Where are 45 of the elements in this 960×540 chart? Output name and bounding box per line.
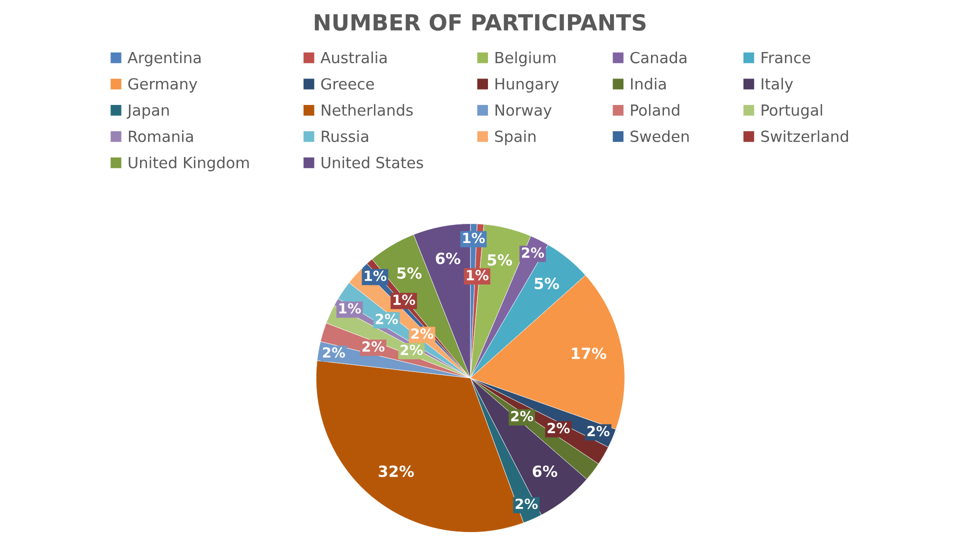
legend-label: Russia	[322, 130, 368, 142]
data-label: 2%	[516, 498, 538, 510]
data-label: 1%	[394, 294, 416, 306]
legend-label: United Kingdom	[128, 156, 249, 172]
legend-label: Hungary	[496, 78, 559, 93]
legend-label: Japan	[126, 104, 169, 119]
data-label: 2%	[511, 410, 534, 422]
legend-label: Argentina	[128, 52, 201, 66]
data-label: 2%	[548, 422, 570, 434]
legend-label: India	[631, 78, 666, 90]
legend-label: Canada	[630, 52, 686, 64]
legend-label: Sweden	[630, 130, 689, 142]
legend-label: United States	[322, 156, 424, 168]
legend-label: France	[762, 52, 810, 64]
data-label: 1%	[463, 232, 485, 244]
data-label: 2%	[376, 314, 398, 324]
data-label: 17%	[572, 348, 606, 360]
data-label: 2%	[411, 328, 434, 339]
data-label: 32%	[378, 466, 414, 478]
data-label: 2%	[522, 247, 544, 258]
legend-label: Portugal	[762, 104, 822, 119]
data-label: 2%	[400, 344, 423, 356]
data-label: 5%	[397, 267, 422, 279]
data-label: 5%	[488, 254, 512, 266]
data-label: 1%	[364, 270, 386, 282]
legend-label: Spain	[495, 130, 536, 146]
legend-label: Romania	[128, 130, 193, 142]
legend-label: Italy	[762, 78, 793, 93]
data-label: 1%	[466, 270, 488, 280]
legend-label: Germany	[128, 78, 198, 93]
data-label: 2%	[587, 426, 610, 436]
data-label: 2%	[322, 347, 346, 358]
legend-label: Greece	[321, 78, 374, 90]
data-label: 2%	[362, 341, 385, 352]
legend-label: Belgium	[496, 52, 556, 66]
legend-label: Switzerland	[761, 130, 848, 142]
data-label: 5%	[534, 278, 560, 290]
data-label: 6%	[532, 466, 558, 478]
chart-title: NUMBER OF PARTICIPANTS	[314, 14, 646, 31]
legend-label: Australia	[320, 52, 387, 64]
data-label: 1%	[339, 303, 361, 314]
legend-label: Netherlands	[322, 104, 413, 116]
legend-label: Poland	[631, 104, 680, 116]
data-label: 6%	[436, 252, 460, 264]
legend-label: Norway	[496, 104, 552, 119]
